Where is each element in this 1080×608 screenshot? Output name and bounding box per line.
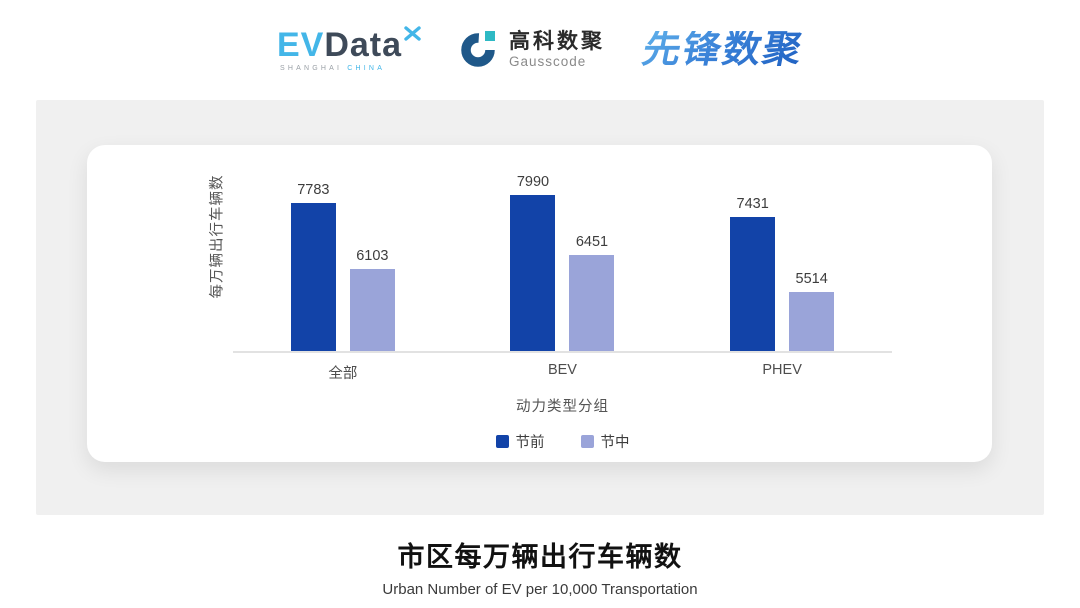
bar-节前-PHEV: [730, 217, 776, 351]
legend-swatch: [580, 435, 594, 448]
bar-unit: 7783: [290, 182, 336, 351]
evdata-logo-subtext: SHANGHAI CHINA: [279, 65, 386, 72]
legend-item-节前[interactable]: 节前: [495, 431, 545, 452]
bar-group-全部: 7783 6103: [290, 182, 395, 351]
bar-节前-BEV: [510, 195, 556, 351]
bar-value-label: 7783: [297, 182, 330, 198]
chart-card: 每万辆出行车辆数 7783 6103 7990 6451 7431 5514 全部 BEV P…: [87, 145, 992, 462]
bar-unit: 5514: [789, 271, 835, 351]
logo-bar: EV Data SHANGHAI CHINA 高科数聚 Gausscode 先锋…: [0, 0, 1080, 100]
bar-unit: 7990: [510, 174, 556, 351]
bar-节中-全部: [349, 269, 395, 351]
gausscode-logo: 高科数聚 Gausscode: [460, 28, 605, 73]
bar-节中-PHEV: [789, 292, 835, 351]
bar-groups: 7783 6103 7990 6451 7431 5514: [233, 171, 892, 353]
bar-节中-BEV: [569, 255, 615, 351]
bar-unit: 7431: [730, 196, 776, 351]
legend-item-节中[interactable]: 节中: [580, 431, 630, 452]
gausscode-cn-text: 高科数聚: [509, 30, 606, 54]
legend: 节前 节中: [233, 431, 892, 452]
bar-group-BEV: 7990 6451: [510, 174, 615, 351]
bar-unit: 6103: [349, 248, 395, 351]
evdata-logo-data-text: Data: [324, 26, 403, 64]
page-title: 市区每万辆出行车辆数: [397, 542, 683, 572]
xianfeng-shuju-logo: 先锋数聚: [638, 29, 808, 71]
y-axis-label: 每万辆出行车辆数: [209, 174, 226, 298]
bar-chart: 每万辆出行车辆数 7783 6103 7990 6451 7431 5514 全部 BEV P…: [87, 171, 992, 452]
bar-value-label: 7990: [516, 174, 550, 190]
chart-panel: 每万辆出行车辆数 7783 6103 7990 6451 7431 5514 全部 BEV P…: [36, 100, 1044, 515]
category-label-全部: 全部: [328, 366, 358, 382]
category-label-PHEV: PHEV: [762, 362, 802, 378]
bar-value-label: 7431: [736, 196, 769, 212]
page-subtitle: Urban Number of EV per 10,000 Transporta…: [382, 581, 698, 598]
evdata-logo: EV Data SHANGHAI CHINA: [276, 26, 422, 72]
x-axis-label: 动力类型分组: [516, 399, 609, 415]
bar-value-label: 6103: [356, 248, 389, 264]
bar-value-label: 6451: [575, 234, 609, 250]
bar-unit: 6451: [569, 234, 615, 351]
legend-label: 节前: [515, 435, 545, 451]
bar-group-PHEV: 7431 5514: [730, 196, 835, 351]
bar-节前-全部: [290, 203, 336, 351]
evdata-logo-ev-text: EV: [276, 26, 325, 64]
bar-value-label: 5514: [795, 271, 828, 287]
gausscode-g-icon: [460, 28, 500, 73]
evdata-x-mark-icon: [403, 24, 422, 47]
legend-label: 节中: [600, 435, 630, 451]
category-labels: 全部 BEV PHEV: [233, 362, 892, 383]
legend-swatch: [495, 435, 509, 448]
category-label-BEV: BEV: [547, 362, 577, 378]
gausscode-en-text: Gausscode: [509, 54, 587, 70]
footer: 市区每万辆出行车辆数 Urban Number of EV per 10,000…: [0, 535, 1080, 598]
